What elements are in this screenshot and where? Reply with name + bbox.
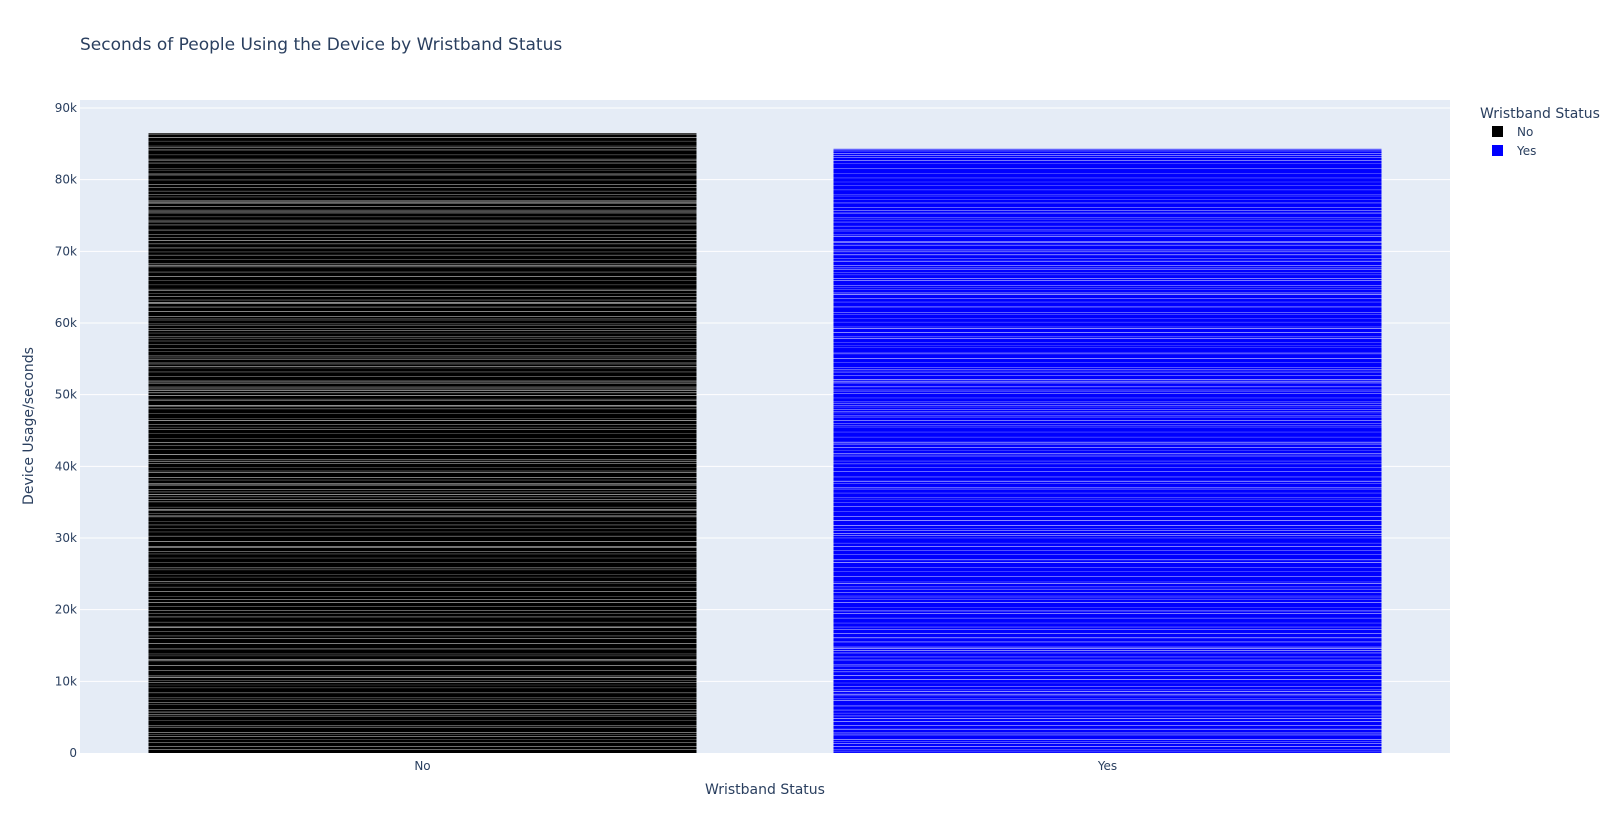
legend-swatch — [1492, 126, 1503, 137]
legend-label: No — [1517, 125, 1533, 139]
y-axis-title: Device Usage/seconds — [21, 347, 37, 505]
chart-title: Seconds of People Using the Device by Wr… — [80, 35, 562, 55]
legend-item-yes[interactable]: Yes — [1492, 144, 1536, 158]
y-tick-label: 50k — [55, 388, 77, 402]
y-tick-label: 60k — [55, 316, 77, 330]
x-axis-title: Wristband Status — [705, 782, 825, 798]
y-axis-ticks: 0 10k 20k 30k 40k 50k 60k 70k 80k 90k — [55, 101, 77, 760]
y-tick-label: 70k — [55, 244, 77, 258]
legend-item-no[interactable]: No — [1492, 125, 1533, 139]
bar-yes[interactable] — [833, 148, 1382, 754]
y-tick-label: 80k — [55, 173, 77, 187]
legend: Wristband Status No Yes — [1480, 106, 1600, 158]
legend-title: Wristband Status — [1480, 106, 1600, 122]
legend-swatch — [1492, 145, 1503, 156]
y-tick-label: 90k — [55, 101, 77, 115]
bar — [833, 148, 1382, 754]
y-tick-label: 30k — [55, 531, 77, 545]
y-tick-label: 10k — [55, 674, 77, 688]
bar-no[interactable] — [148, 133, 697, 754]
y-tick-label: 20k — [55, 603, 77, 617]
bar — [148, 133, 697, 754]
y-tick-label: 0 — [69, 746, 77, 760]
y-tick-label: 40k — [55, 459, 77, 473]
legend-label: Yes — [1516, 144, 1536, 158]
x-axis-ticks: No Yes — [414, 759, 1117, 773]
x-tick-label: No — [414, 759, 430, 773]
bars-group — [148, 133, 1382, 754]
x-tick-label: Yes — [1097, 759, 1117, 773]
